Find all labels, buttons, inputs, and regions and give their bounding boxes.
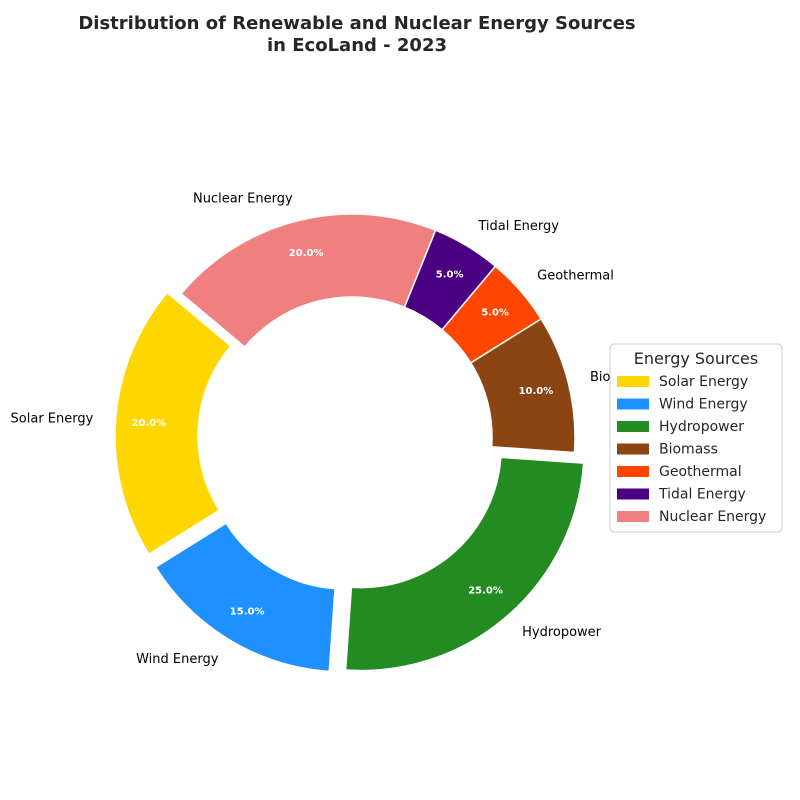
legend-swatch-tidal-energy [617, 488, 649, 500]
legend-swatch-nuclear-energy [617, 511, 649, 522]
slice-solar-energy [114, 291, 232, 556]
percent-label-wind-energy: 15.0% [230, 606, 265, 617]
chart-title-line-2: in EcoLand - 2023 [267, 35, 447, 56]
legend-swatch-geothermal [617, 466, 649, 477]
legend-swatch-hydropower [617, 421, 649, 432]
chart-title-line-1: Distribution of Renewable and Nuclear En… [78, 13, 635, 34]
slice-hydropower [344, 456, 585, 672]
slice-wind-energy [154, 522, 336, 673]
category-label-tidal-energy: Tidal Energy [477, 219, 559, 234]
category-label-geothermal: Geothermal [537, 269, 614, 284]
percent-label-geothermal: 5.0% [481, 308, 509, 319]
legend-box [609, 343, 783, 533]
slice-nuclear-energy [180, 213, 437, 349]
legend-label-geothermal: Geothermal [659, 464, 742, 480]
legend-label-wind-energy: Wind Energy [659, 397, 748, 413]
percent-label-nuclear-energy: 20.0% [289, 248, 324, 259]
legend: Energy Sources Solar Energy Wind Energy Hy… [609, 343, 783, 533]
category-label-hydropower: Hydropower [522, 625, 602, 640]
percent-label-tidal-energy: 5.0% [436, 270, 464, 281]
legend-label-tidal-energy: Tidal Energy [658, 487, 746, 503]
category-label-wind-energy: Wind Energy [136, 652, 219, 667]
percent-label-biomass: 10.0% [519, 386, 554, 397]
percent-label-hydropower: 25.0% [468, 586, 503, 597]
percent-labels-group: 20.0% 15.0% 25.0% 10.0% 5.0% 5.0% 20.0% [132, 248, 554, 617]
legend-entries: Solar Energy Wind Energy Hydropower Biomass… [617, 374, 766, 525]
slices-group [114, 213, 585, 673]
legend-title: Energy Sources [634, 349, 758, 368]
legend-label-biomass: Biomass [659, 442, 718, 458]
category-label-solar-energy: Solar Energy [11, 411, 94, 426]
legend-label-solar-energy: Solar Energy [659, 374, 748, 390]
legend-swatch-biomass [617, 443, 649, 455]
legend-label-hydropower: Hydropower [659, 419, 744, 435]
category-label-nuclear-energy: Nuclear Energy [193, 191, 293, 206]
legend-label-nuclear-energy: Nuclear Energy [659, 509, 766, 525]
percent-label-solar-energy: 20.0% [132, 418, 167, 429]
legend-swatch-wind-energy [617, 398, 649, 410]
legend-swatch-solar-energy [617, 376, 649, 387]
